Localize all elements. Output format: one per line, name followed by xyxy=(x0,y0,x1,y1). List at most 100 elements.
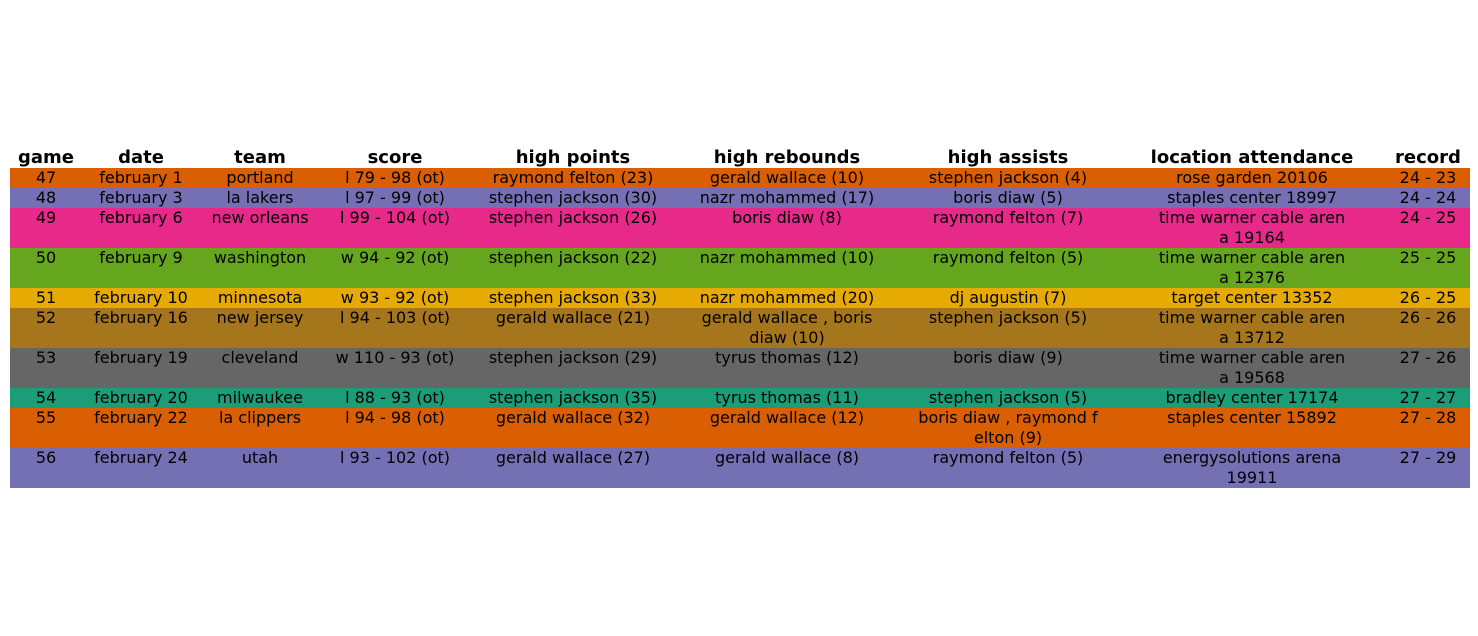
cell-score: l 93 - 102 (ot) xyxy=(320,448,470,488)
cell-game: 50 xyxy=(10,248,82,288)
cell-location-attendance: time warner cable aren a 19568 xyxy=(1118,348,1386,388)
table-row: 54 february 20 milwaukee l 88 - 93 (ot) step… xyxy=(10,388,1470,408)
cell-high-rebounds: gerald wallace (10) xyxy=(676,168,898,188)
table-row: 51 february 10 minnesota w 93 - 92 (ot) step… xyxy=(10,288,1470,308)
column-header-record: record xyxy=(1386,146,1470,168)
cell-record: 27 - 26 xyxy=(1386,348,1470,388)
cell-high-points: stephen jackson (26) xyxy=(470,208,676,248)
cell-game: 56 xyxy=(10,448,82,488)
cell-high-assists: boris diaw (5) xyxy=(898,188,1118,208)
data-table-container: game date team score high points high re… xyxy=(10,146,1470,488)
cell-date: february 16 xyxy=(82,308,200,348)
cell-location-attendance: time warner cable aren a 19164 xyxy=(1118,208,1386,248)
cell-game: 49 xyxy=(10,208,82,248)
cell-high-assists: raymond felton (5) xyxy=(898,448,1118,488)
column-header-location-attendance: location attendance xyxy=(1118,146,1386,168)
cell-high-assists: raymond felton (5) xyxy=(898,248,1118,288)
cell-high-points: stephen jackson (30) xyxy=(470,188,676,208)
cell-record: 27 - 28 xyxy=(1386,408,1470,448)
cell-record: 24 - 25 xyxy=(1386,208,1470,248)
cell-high-points: stephen jackson (33) xyxy=(470,288,676,308)
cell-record: 24 - 23 xyxy=(1386,168,1470,188)
cell-high-assists: stephen jackson (5) xyxy=(898,308,1118,348)
cell-date: february 6 xyxy=(82,208,200,248)
cell-high-points: gerald wallace (21) xyxy=(470,308,676,348)
cell-high-rebounds: gerald wallace (12) xyxy=(676,408,898,448)
cell-high-rebounds: nazr mohammed (17) xyxy=(676,188,898,208)
cell-location-attendance: time warner cable aren a 12376 xyxy=(1118,248,1386,288)
column-header-high-assists: high assists xyxy=(898,146,1118,168)
cell-record: 26 - 25 xyxy=(1386,288,1470,308)
cell-date: february 3 xyxy=(82,188,200,208)
cell-high-points: stephen jackson (29) xyxy=(470,348,676,388)
cell-team: new orleans xyxy=(200,208,320,248)
cell-high-rebounds: gerald wallace (8) xyxy=(676,448,898,488)
column-header-high-rebounds: high rebounds xyxy=(676,146,898,168)
cell-date: february 22 xyxy=(82,408,200,448)
table-row: 49 february 6 new orleans l 99 - 104 (ot) st… xyxy=(10,208,1470,248)
games-table: game date team score high points high re… xyxy=(10,146,1470,488)
cell-team: la clippers xyxy=(200,408,320,448)
table-row: 50 february 9 washington w 94 - 92 (ot) step… xyxy=(10,248,1470,288)
cell-team: new jersey xyxy=(200,308,320,348)
cell-date: february 24 xyxy=(82,448,200,488)
cell-location-attendance: bradley center 17174 xyxy=(1118,388,1386,408)
cell-score: l 97 - 99 (ot) xyxy=(320,188,470,208)
cell-score: l 94 - 103 (ot) xyxy=(320,308,470,348)
cell-score: l 88 - 93 (ot) xyxy=(320,388,470,408)
cell-high-rebounds: tyrus thomas (12) xyxy=(676,348,898,388)
table-row: 48 february 3 la lakers l 97 - 99 (ot) steph… xyxy=(10,188,1470,208)
cell-score: l 99 - 104 (ot) xyxy=(320,208,470,248)
table-row: 53 february 19 cleveland w 110 - 93 (ot) ste… xyxy=(10,348,1470,388)
cell-high-assists: raymond felton (7) xyxy=(898,208,1118,248)
cell-high-assists: boris diaw , raymond f elton (9) xyxy=(898,408,1118,448)
cell-game: 54 xyxy=(10,388,82,408)
cell-location-attendance: rose garden 20106 xyxy=(1118,168,1386,188)
cell-date: february 19 xyxy=(82,348,200,388)
cell-score: l 94 - 98 (ot) xyxy=(320,408,470,448)
cell-date: february 10 xyxy=(82,288,200,308)
cell-game: 47 xyxy=(10,168,82,188)
cell-high-points: gerald wallace (27) xyxy=(470,448,676,488)
cell-high-points: raymond felton (23) xyxy=(470,168,676,188)
cell-high-assists: stephen jackson (4) xyxy=(898,168,1118,188)
cell-team: portland xyxy=(200,168,320,188)
cell-high-rebounds: boris diaw (8) xyxy=(676,208,898,248)
cell-game: 55 xyxy=(10,408,82,448)
cell-team: la lakers xyxy=(200,188,320,208)
cell-record: 27 - 29 xyxy=(1386,448,1470,488)
header-row: game date team score high points high re… xyxy=(10,146,1470,168)
cell-game: 48 xyxy=(10,188,82,208)
cell-date: february 9 xyxy=(82,248,200,288)
cell-location-attendance: staples center 15892 xyxy=(1118,408,1386,448)
cell-game: 51 xyxy=(10,288,82,308)
cell-game: 53 xyxy=(10,348,82,388)
cell-game: 52 xyxy=(10,308,82,348)
cell-team: milwaukee xyxy=(200,388,320,408)
cell-record: 27 - 27 xyxy=(1386,388,1470,408)
cell-score: w 94 - 92 (ot) xyxy=(320,248,470,288)
cell-high-assists: boris diaw (9) xyxy=(898,348,1118,388)
table-row: 52 february 16 new jersey l 94 - 103 (ot) ge… xyxy=(10,308,1470,348)
cell-score: w 93 - 92 (ot) xyxy=(320,288,470,308)
cell-record: 26 - 26 xyxy=(1386,308,1470,348)
cell-high-rebounds: nazr mohammed (10) xyxy=(676,248,898,288)
cell-score: w 110 - 93 (ot) xyxy=(320,348,470,388)
cell-team: cleveland xyxy=(200,348,320,388)
column-header-high-points: high points xyxy=(470,146,676,168)
column-header-team: team xyxy=(200,146,320,168)
cell-high-points: stephen jackson (22) xyxy=(470,248,676,288)
table-row: 47 february 1 portland l 79 - 98 (ot) raymon… xyxy=(10,168,1470,188)
cell-high-points: gerald wallace (32) xyxy=(470,408,676,448)
table-row: 55 february 22 la clippers l 94 - 98 (ot) ge… xyxy=(10,408,1470,448)
cell-team: utah xyxy=(200,448,320,488)
cell-score: l 79 - 98 (ot) xyxy=(320,168,470,188)
cell-high-rebounds: tyrus thomas (11) xyxy=(676,388,898,408)
cell-high-points: stephen jackson (35) xyxy=(470,388,676,408)
cell-record: 25 - 25 xyxy=(1386,248,1470,288)
cell-location-attendance: staples center 18997 xyxy=(1118,188,1386,208)
cell-team: washington xyxy=(200,248,320,288)
column-header-score: score xyxy=(320,146,470,168)
cell-team: minnesota xyxy=(200,288,320,308)
cell-record: 24 - 24 xyxy=(1386,188,1470,208)
